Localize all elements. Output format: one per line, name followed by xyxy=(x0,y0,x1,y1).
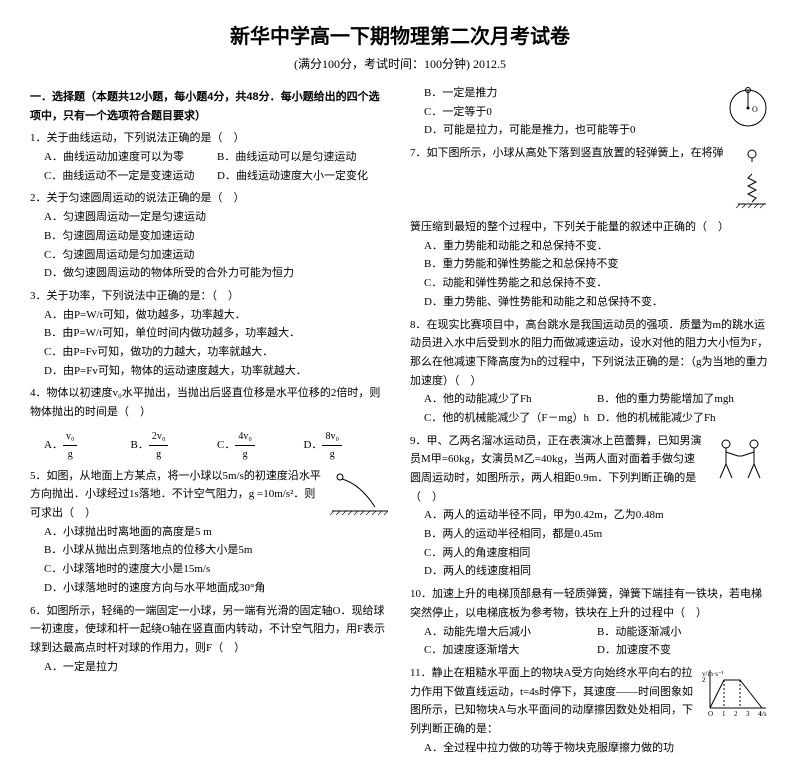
q8-a: A．他的动能减少了Fh xyxy=(424,390,597,409)
q6-a: A．一定是拉力 xyxy=(44,658,390,677)
q9-c: C．两人的角速度相同 xyxy=(424,544,770,563)
q9-a: A．两人的运动半径不同，甲为0.42m，乙为0.48m xyxy=(424,506,770,525)
q1-b: B．曲线运动可以是匀速运动 xyxy=(217,148,390,167)
q10-d: D．加速度不变 xyxy=(597,641,770,660)
q9-b: B．两人的运动半径相同，都是0.45m xyxy=(424,525,770,544)
right-column: O B．一定是推力 C．一定等于0 D．可能是拉力，可能是推力，也可能等于0 7… xyxy=(410,84,770,761)
q5-figure xyxy=(330,469,390,519)
q1-c: C．曲线运动不一定是变速运动 xyxy=(44,167,217,186)
svg-text:O: O xyxy=(708,710,713,716)
q3-stem: 3．关于功率，下列说法中正确的是：（ ） xyxy=(30,287,390,306)
svg-text:O: O xyxy=(752,105,758,114)
q11-a: A．全过程中拉力做的功等于物块克服摩擦力做的功 xyxy=(424,739,770,758)
q2-d: D．做匀速圆周运动的物体所受的合外力可能为恒力 xyxy=(44,264,390,283)
q7-a: A．重力势能和动能之和总保持不变． xyxy=(424,237,770,256)
left-column: 一．选择题（本题共12小题，每小题4分，共48分．每小题给出的四个选项中，只有一… xyxy=(30,84,390,761)
q6-b: B．一定是推力 xyxy=(424,84,770,103)
q8-b: B．他的重力势能增加了mgh xyxy=(597,390,770,409)
svg-text:3: 3 xyxy=(746,710,750,716)
q1-stem: 1．关于曲线运动，下列说法正确的是（ ） xyxy=(30,129,390,148)
q8-stem: 8．在现实比赛项目中，高台跳水是我国运动员的强项．质量为m的跳水运动员进入水中后… xyxy=(410,316,770,391)
q4-a: A．v₀g xyxy=(44,428,131,463)
svg-text:2: 2 xyxy=(734,710,738,716)
q11-figure: v/m·s⁻¹2t/sO1234 xyxy=(700,666,770,716)
q9-figure xyxy=(710,434,770,484)
q2: 2．关于匀速圆周运动的说法正确的是（ ） A．匀速圆周运动一定是匀速运动 B．匀… xyxy=(30,189,390,282)
q9: 9．甲、乙两名溜冰运动员，正在表演冰上芭蕾舞，已知男演员M甲=60kg，女演员M… xyxy=(410,432,770,582)
q8: 8．在现实比赛项目中，高台跳水是我国运动员的强项．质量为m的跳水运动员进入水中后… xyxy=(410,316,770,428)
q3-c: C．由P=Fv可知，做功的力越大，功率就越大． xyxy=(44,343,390,362)
q3-b: B．由P=W/t可知，单位时间内做功越多，功率越大． xyxy=(44,324,390,343)
q1: 1．关于曲线运动，下列说法正确的是（ ） A．曲线运动加速度可以为零 B．曲线运… xyxy=(30,129,390,185)
q1-a: A．曲线运动加速度可以为零 xyxy=(44,148,217,167)
q6-d: D．可能是拉力，可能是推力，也可能等于0 xyxy=(424,121,770,140)
svg-text:2: 2 xyxy=(702,676,706,684)
q6-figure: O xyxy=(726,86,770,130)
q6: 6．如图所示，轻绳的一端固定一小球，另一端有光滑的固定轴O．现给球一初速度，使球… xyxy=(30,602,390,677)
section1-head: 一．选择题（本题共12小题，每小题4分，共48分．每小题给出的四个选项中，只有一… xyxy=(30,88,390,125)
q4-c: C．4v₀g xyxy=(217,428,304,463)
q10-c: C．加速度逐渐增大 xyxy=(424,641,597,660)
q10: 10．加速上升的电梯顶部悬有一轻质弹簧，弹簧下端挂有一铁块，若电梯突然停止，以电… xyxy=(410,585,770,660)
q2-a: A．匀速圆周运动一定是匀速运动 xyxy=(44,208,390,227)
exam-title: 新华中学高一下期物理第二次月考试卷 xyxy=(30,20,770,49)
svg-text:4: 4 xyxy=(758,710,762,716)
q2-stem: 2．关于匀速圆周运动的说法正确的是（ ） xyxy=(30,189,390,208)
q10-b: B．动能逐渐减小 xyxy=(597,623,770,642)
q7-b: B．重力势能和弹性势能之和总保持不变 xyxy=(424,255,770,274)
q10-stem: 10．加速上升的电梯顶部悬有一轻质弹簧，弹簧下端挂有一铁块，若电梯突然停止，以电… xyxy=(410,585,770,622)
q5-d: D．小球落地时的速度方向与水平地面成30°角 xyxy=(44,579,390,598)
q6-stem: 6．如图所示，轻绳的一端固定一小球，另一端有光滑的固定轴O．现给球一初速度，使球… xyxy=(30,602,390,658)
q3-a: A．由P=W/t可知，做功越多，功率越大． xyxy=(44,306,390,325)
q10-a: A．动能先增大后减小 xyxy=(424,623,597,642)
q1-d: D．曲线运动速度大小一定变化 xyxy=(217,167,390,186)
q11: v/m·s⁻¹2t/sO1234 11．静止在粗糙水平面上的物块A受方向始终水平… xyxy=(410,664,770,757)
q4: 4．物体以初速度v₀水平抛出，当抛出后竖直位移是水平位移的2倍时，则物体抛出的时… xyxy=(30,384,390,462)
q3: 3．关于功率，下列说法中正确的是：（ ） A．由P=W/t可知，做功越多，功率越… xyxy=(30,287,390,380)
q5: 5．如图，从地面上方某点，将一小球以5m/s的初速度沿水平方向抛出．小球经过1s… xyxy=(30,467,390,598)
svg-text:1: 1 xyxy=(722,710,726,716)
q7-stem: 7．如下图所示，小球从高处下落到竖直放置的轻弹簧上，在将弹簧压缩到最短的整个过程… xyxy=(410,144,770,237)
q5-a: A．小球抛出时离地面的高度是5 m xyxy=(44,523,390,542)
exam-subtitle: (满分100分，考试时间：100分钟) 2012.5 xyxy=(30,55,770,72)
q9-d: D．两人的线速度相同 xyxy=(424,562,770,581)
q7-c: C．动能和弹性势能之和总保持不变． xyxy=(424,274,770,293)
q2-c: C．匀速圆周运动是匀加速运动 xyxy=(44,246,390,265)
q7: 7．如下图所示，小球从高处下落到竖直放置的轻弹簧上，在将弹簧压缩到最短的整个过程… xyxy=(410,144,770,311)
q8-c: C．他的机械能减少了（F－mg）h xyxy=(424,409,597,428)
q8-d: D．他的机械能减少了Fh xyxy=(597,409,770,428)
q4-d: D．8v₀g xyxy=(304,428,391,463)
q4-stem: 4．物体以初速度v₀水平抛出，当抛出后竖直位移是水平位移的2倍时，则物体抛出的时… xyxy=(30,384,390,421)
q3-d: D．由P=Fv可知，物体的运动速度越大，功率就越大． xyxy=(44,362,390,381)
q7-figure xyxy=(734,146,770,216)
q2-b: B．匀速圆周运动是变加速运动 xyxy=(44,227,390,246)
q5-c: C．小球落地时的速度大小是15m/s xyxy=(44,560,390,579)
q6-c: C．一定等于0 xyxy=(424,103,770,122)
q4-b: B．2v₀g xyxy=(131,428,218,463)
q5-b: B．小球从抛出点到落地点的位移大小是5m xyxy=(44,541,390,560)
q7-d: D．重力势能、弹性势能和动能之和总保持不变． xyxy=(424,293,770,312)
two-columns: 一．选择题（本题共12小题，每小题4分，共48分．每小题给出的四个选项中，只有一… xyxy=(30,84,770,761)
